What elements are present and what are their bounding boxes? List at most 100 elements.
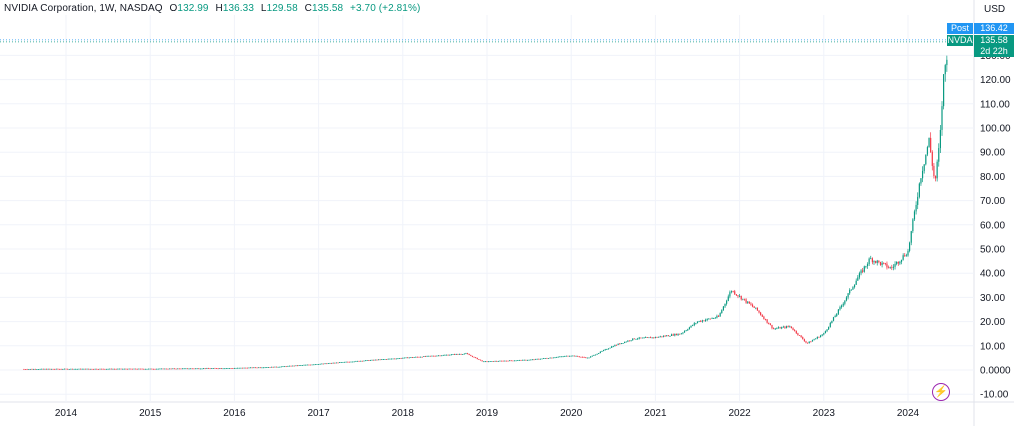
y-tick-label: 90.00 [980,148,1005,159]
candle-body [829,323,831,327]
candle-body [769,324,771,325]
candle-body [230,368,232,369]
candle-body [382,359,384,361]
ticker-value: 135.58 [974,35,1014,46]
candle-body [479,359,482,361]
candle-body [496,360,498,362]
candle-body [939,129,941,149]
candle-body [371,359,373,361]
candle-body [178,368,180,370]
candle-body [758,310,760,313]
candle-body [735,294,737,296]
candle-body [311,364,313,366]
candle-body [855,280,857,285]
candle-body [544,358,546,359]
post-value: 136.42 [974,23,1014,34]
candle-body [478,359,480,360]
candle-body [473,356,475,358]
candle-body [339,362,341,364]
candle-body [688,327,691,330]
candle-body [296,365,299,367]
candle-body [369,360,372,361]
candle-body [26,369,28,370]
candle-body [787,326,789,328]
candle-body [875,261,877,263]
candle-body [275,366,278,368]
candle-body [909,242,911,251]
open-label: O [169,3,178,14]
candle-body [507,360,509,362]
candle-body [672,334,674,336]
candle-body [392,358,394,360]
candle-body [237,367,239,369]
candle-body [340,362,342,363]
candle-body [136,368,138,370]
candle-body [271,366,273,368]
candle-body [611,346,613,348]
candle-body [925,154,927,165]
candle-body [564,356,566,357]
candle-body [790,326,793,329]
candle-body [510,360,512,362]
candle-body [763,316,765,320]
countdown-value: 2d 22h [974,46,1014,57]
candle-body [283,366,286,368]
candle-body [781,327,783,329]
candle-body [253,367,255,369]
candle-body [424,356,427,357]
candle-body [889,267,891,269]
candle-body [698,320,700,322]
candle-body [494,360,496,362]
candle-body [363,360,365,362]
candle-body [714,317,716,319]
candle-body [83,368,85,370]
candle-body [729,292,731,297]
candle-body [89,368,91,370]
currency-label[interactable]: USD [984,4,1006,15]
y-tick-label: 30.00 [980,293,1005,304]
candle-body [881,262,883,265]
candle-body [826,329,828,332]
candle-body [755,307,757,309]
candle-body [316,364,318,365]
candle-body [381,359,383,361]
candle-body [941,106,943,130]
candle-body [101,368,103,370]
candle-body [638,337,640,339]
candle-body [282,366,284,368]
candle-body [384,359,386,360]
candle-body [557,356,559,358]
candle-body [458,354,461,355]
candle-body [619,343,621,345]
candle-body [41,368,43,370]
candle-body [568,355,571,357]
candle-body [680,333,682,335]
candle-body [463,353,465,355]
candle-body [753,306,755,308]
candle-body [664,335,666,337]
candle-body [293,365,295,367]
candle-body [716,315,718,318]
candle-body [224,368,226,370]
candle-body [193,368,195,370]
candle-body [708,318,710,320]
candle-body [509,360,511,362]
candle-body [578,356,580,358]
candle-body [29,368,31,370]
lightning-icon[interactable]: ⚡ [932,383,950,401]
candle-body [215,368,218,369]
candle-body [122,368,124,370]
candle-body [918,183,920,197]
candle-body [912,219,914,232]
candle-body [91,368,93,370]
candle-body [190,368,192,370]
candle-body [308,364,310,366]
candle-body [407,357,409,359]
candle-body [151,368,153,370]
candle-body [131,368,133,370]
candle-body [522,359,524,361]
candle-body [350,361,352,363]
candle-body [551,357,553,359]
